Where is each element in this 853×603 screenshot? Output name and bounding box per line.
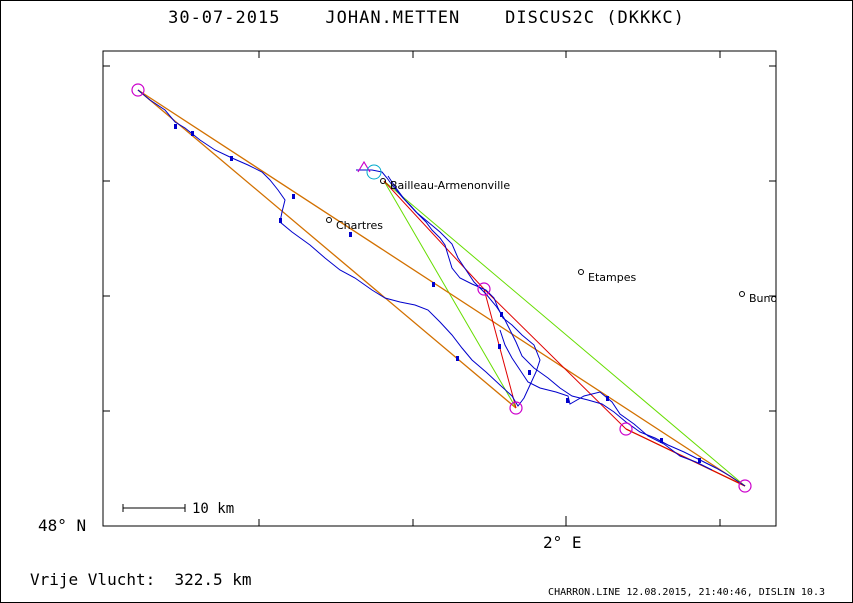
place-markers (326, 178, 745, 297)
footer-info: CHARRON.LINE 12.08.2015, 21:40:46, DISLI… (548, 587, 825, 598)
map-border (102, 50, 777, 527)
green-route (383, 180, 746, 487)
turnpoint-4 (619, 422, 633, 436)
free-flight-distance: Vrije Vlucht: 322.5 km (30, 570, 252, 589)
turnpoint-5 (738, 479, 752, 493)
place-label-buno: Buno (749, 292, 777, 305)
flight-track-2 (387, 175, 746, 487)
turnpoint-1 (131, 83, 145, 97)
task-lines (137, 89, 746, 487)
start-circle (366, 164, 382, 180)
place-label-chartres: Chartres (336, 219, 383, 232)
scale-bar: 10 km (122, 501, 234, 517)
turnpoints (131, 83, 752, 493)
turnpoint-2 (477, 282, 491, 296)
turnpoint-3 (509, 401, 523, 415)
page-title: 30-07-2015 JOHAN.METTEN DISCUS2C (DKKKC) (168, 8, 685, 28)
flight-track (137, 89, 541, 407)
lon-axis-label: 2° E (543, 533, 582, 552)
lat-axis-label: 48° N (38, 516, 86, 535)
place-label-bailleau: Bailleau-Armenonville (390, 179, 510, 192)
flight-track-3 (499, 329, 713, 471)
place-label-etampes: Etampes (588, 271, 636, 284)
track-markers (174, 124, 701, 463)
scale-bar-label: 10 km (192, 501, 234, 517)
axis-ticks (103, 51, 776, 526)
